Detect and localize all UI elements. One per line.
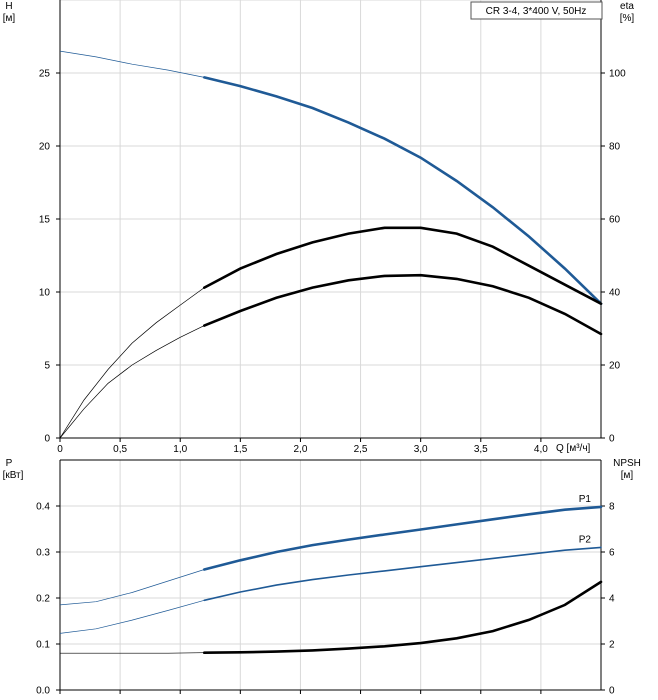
bottom-y-right-tick-label-0: 0 [609,686,615,697]
top-y-left-tick-label-5: 25 [39,69,51,80]
top-x-tick-label-5: 2,5 [354,444,368,455]
top-y-left-unit: [м] [3,13,16,24]
top-y-right-label: eta [620,1,634,12]
top-x-tick-label-8: 4,0 [534,444,548,455]
top-y-left-tick-label-2: 10 [39,288,51,299]
top-x-tick-label-0: 0 [57,444,63,455]
top-y-left-tick-label-0: 0 [44,434,50,445]
bottom-y-right-unit: [м] [621,470,634,481]
bottom-y-left-tick-label-4: 0.4 [36,502,50,513]
top-x-tick-label-3: 1,5 [233,444,247,455]
top-series-2-thin [59,325,205,439]
bottom-series-label-p1: P1 [579,494,592,505]
bottom-y-left-tick-label-2: 0.2 [36,594,50,605]
bottom-y-left-label: P [6,458,13,469]
top-x-tick-label-2: 1,0 [173,444,187,455]
bottom-y-left-tick-label-0: 0.0 [36,686,50,697]
top-x-tick-label-4: 2,0 [293,444,307,455]
top-y-left-tick-label-3: 15 [39,215,51,226]
top-x-tick-label-7: 3,5 [474,444,488,455]
top-x-tick-label-6: 3,0 [414,444,428,455]
top-y-right-tick-label-5: 100 [609,69,626,80]
top-y-left-tick-label-4: 20 [39,142,51,153]
bottom-y-right-label: NPSH [613,458,641,469]
top-y-right-tick-label-3: 60 [609,215,621,226]
top-series-1-line [203,226,603,305]
top-y-right-tick-label-4: 80 [609,142,621,153]
top-y-right-tick-label-2: 40 [609,288,621,299]
bottom-series-2-thin [60,652,205,654]
bottom-y-right-tick-label-3: 6 [609,548,615,559]
legend-box [470,1,603,20]
top-y-left-tick-label-1: 5 [44,361,50,372]
bottom-y-left-unit: [кВт] [3,470,24,481]
top-series-0-thin [59,50,205,78]
bottom-series-0-thin [59,569,205,606]
top-y-right-unit: [%] [620,13,635,24]
bottom-series-2-line [203,580,603,654]
bottom-y-right-tick-label-1: 2 [609,640,615,651]
top-series-2-line [203,273,603,336]
bottom-y-left-tick-label-3: 0.3 [36,548,50,559]
top-y-left-label: H [5,1,12,12]
bottom-series-1-thin [59,599,205,634]
bottom-y-right-tick-label-2: 4 [609,594,615,605]
top-x-axis-label: Q [м³/ч] [556,443,591,454]
bottom-series-label-p2: P2 [579,534,592,545]
top-series-0-line [203,76,603,305]
bottom-y-left-tick-label-1: 0.1 [36,640,50,651]
bottom-panel: 0.0 0.1 0.2 0.3 0.4 0 2 4 6 8 P1 P2 [36,459,615,697]
top-x-tick-label-1: 0,5 [113,444,127,455]
top-y-right-tick-label-1: 20 [609,361,621,372]
bottom-series-0-line [203,505,603,571]
top-y-right-tick-label-0: 0 [609,434,615,445]
top-series-1-thin [59,287,205,439]
bottom-series-1-line [203,546,602,602]
legend-box-text: CR 3-4, 3*400 V, 50Hz [486,6,587,17]
top-panel: 0 0,5 1,0 1,5 2,0 2,5 3,0 3,5 4,0 0 5 10 15 20 25 0 20 40… [39,0,626,455]
bottom-y-right-tick-label-4: 8 [609,502,615,513]
